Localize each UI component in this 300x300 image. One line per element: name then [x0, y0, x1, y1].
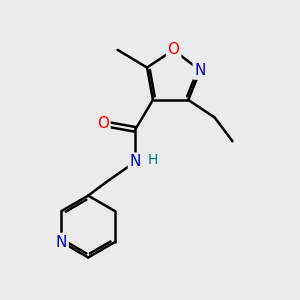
Text: H: H	[148, 153, 158, 167]
Text: N: N	[194, 63, 206, 78]
Text: O: O	[168, 42, 180, 57]
Text: O: O	[97, 116, 109, 131]
Text: N: N	[130, 154, 141, 169]
Text: N: N	[56, 235, 67, 250]
